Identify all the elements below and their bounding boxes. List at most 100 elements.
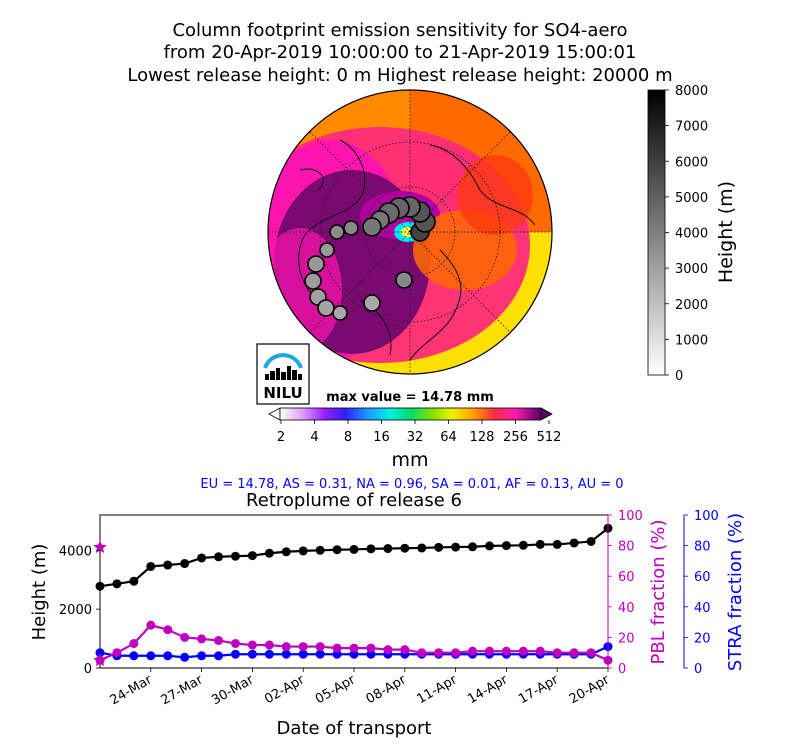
pbl-fraction-point [247,640,257,650]
height-point [552,539,562,549]
pbl-fraction-point [214,635,224,645]
stra-fraction-point [298,649,308,659]
colorbar-gradient [279,407,542,421]
stra-axis: 0 20 40 60 80 100 [683,509,719,677]
plume-marker [332,305,348,321]
pbl-fraction-point [146,620,156,630]
height-point [569,538,579,548]
pbl-fraction-point [569,648,579,658]
pbl-fraction-point [383,645,393,655]
stra-fraction-point [315,649,325,659]
height-colorbar-gradient [647,89,666,376]
pbl-fraction-point [417,648,427,658]
height-point [230,551,240,561]
height-point [451,542,461,552]
plot-area [99,514,609,669]
x-axis-tick-label: 05-Apr [313,672,359,707]
height-colorbar-tick-label: 2000 [675,298,708,313]
stra-fraction-point [197,651,207,661]
height-point [518,540,528,550]
pbl-fraction-point [281,642,291,652]
colorbar-tick-label: 256 [503,430,528,445]
height-colorbar-ticks: 0 1000 2000 3000 4000 5000 6000 7000 8000 [665,84,708,384]
stra-axis-tick-label: 60 [694,570,711,585]
height-colorbar-tick-label: 4000 [675,227,708,242]
pbl-axis-tick-label: 80 [618,540,635,555]
x-axis-tick-label: 24-Mar [108,672,156,708]
plume-marker [343,220,359,236]
pbl-fraction-point [451,648,461,658]
plume-marker [317,299,335,317]
stra-fraction-point [214,651,224,661]
pbl-fraction-point [315,642,325,652]
pbl-fraction-point [518,646,528,656]
height-colorbar-tick-label: 0 [675,369,683,384]
height-point [197,553,207,563]
plume-marker [329,224,345,240]
height-point [95,581,105,591]
height-point [383,544,393,554]
height-point [417,543,427,553]
height-point [332,545,342,555]
stra-fraction-point [281,649,291,659]
colorbar-tick-label: 8 [344,430,352,445]
plot-lines [93,523,613,666]
figure-title-line3: Lowest release height: 0 m Highest relea… [127,65,673,86]
stra-fraction-point [264,649,274,659]
plume-marker [319,242,335,258]
colorbar-tick-label: 2 [277,430,285,445]
height-point [315,545,325,555]
pbl-axis-tick-label: 100 [618,509,643,524]
stra-fraction-point [247,649,257,659]
x-axis-tick-label: 14-Apr [465,672,511,707]
height-point [112,579,122,589]
x-axis-tick-label: 20-Apr [567,672,613,707]
pbl-axis-tick-label: 60 [618,570,635,585]
height-colorbar: 0 1000 2000 3000 4000 5000 6000 7000 8000 Height… [647,84,737,384]
colorbar-tick-label: 64 [440,430,457,445]
height-point [146,561,156,571]
colorbar-tick-label: 16 [373,430,390,445]
pbl-fraction-point [366,643,376,653]
pbl-fraction-point [400,645,410,655]
stra-fraction-point [163,651,173,661]
emission-colorbar: 2 4 8 16 32 64 128 256 512 mm [268,407,561,471]
pbl-fraction-point [112,648,122,658]
colorbar-min-extend [268,407,281,421]
logo-text: NILU [263,384,302,402]
x-axis-tick-label: 30-Mar [209,672,257,708]
height-point [349,544,359,554]
height-point [434,542,444,552]
nilu-logo: NILU [256,343,310,405]
height-point [264,548,274,558]
footprint-map [267,89,553,375]
x-axis-tick-label: 08-Apr [364,672,410,707]
pbl-axis: 0 20 40 60 80 100 [607,509,643,677]
height-colorbar-tick-label: 5000 [675,191,708,206]
left-axis-label: Height (m) [29,544,50,641]
x-axis-tick-label: 17-Apr [516,672,562,707]
pbl-fraction-point [332,643,342,653]
pbl-fraction-point [434,648,444,658]
pbl-fraction-point [264,640,274,650]
colorbar-tick-label: 32 [407,430,424,445]
colorbar-tick-label: 128 [470,430,495,445]
pbl-fraction-point [180,632,190,642]
height-point [298,546,308,556]
pbl-fraction-point [586,648,596,658]
plume-marker [362,217,382,237]
pbl-axis-label: PBL fraction (%) [648,520,669,665]
x-axis: 20-Apr17-Apr14-Apr11-Apr08-Apr05-Apr02-A… [108,668,613,708]
left-axis-tick-label: 4000 [59,544,92,559]
height-point [247,551,257,561]
pbl-fraction-point [230,639,240,649]
pbl-fraction-point [535,646,545,656]
height-colorbar-tick-label: 1000 [675,333,708,348]
stra-axis-tick-label: 20 [694,631,711,646]
height-colorbar-tick-label: 7000 [675,120,708,135]
x-axis-tick-label: 11-Apr [414,672,460,707]
plume-marker [307,255,325,273]
logo-arc [263,353,303,369]
release-marker-pbl [93,653,107,666]
colorbar-max-extend [540,407,553,421]
